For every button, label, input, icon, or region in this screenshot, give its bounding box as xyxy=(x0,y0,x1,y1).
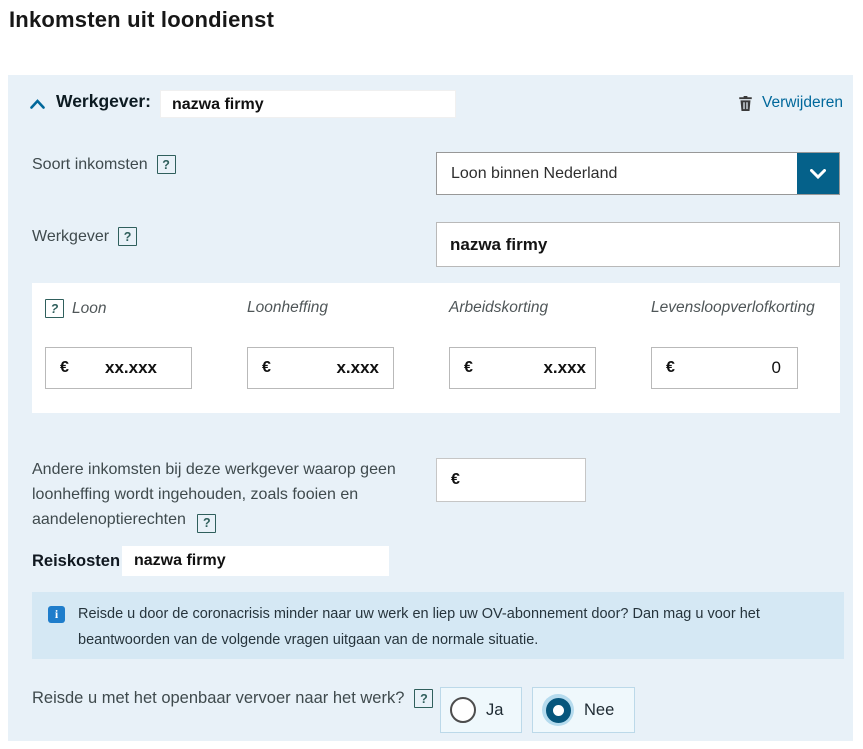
help-icon[interactable]: ? xyxy=(118,227,138,246)
reiskosten-label: Reiskosten xyxy=(32,552,121,570)
amount-col-label: Loonheffing xyxy=(247,299,329,316)
amount-col-header: Arbeidskorting xyxy=(449,299,548,317)
amount-col-header: Loonheffing xyxy=(247,299,328,317)
reiskosten-input[interactable]: nazwa firmy xyxy=(122,546,389,576)
help-icon[interactable]: ? xyxy=(45,299,64,318)
dropdown-selected-value: Loon binnen Nederland xyxy=(451,165,618,182)
soort-inkomsten-row: Soort inkomsten ? xyxy=(32,155,176,174)
radio-option-ja[interactable]: Ja xyxy=(440,687,522,733)
amount-col-header: ? Loon xyxy=(45,299,106,318)
andere-inkomsten-label: Andere inkomsten bij deze werkgever waar… xyxy=(32,457,432,533)
levensloopverlofkorting-input[interactable]: € 0 xyxy=(651,347,798,389)
help-icon[interactable]: ? xyxy=(414,689,434,708)
amount-col-header: Levensloopverlofkorting xyxy=(651,299,815,317)
andere-inkomsten-text: Andere inkomsten bij deze werkgever waar… xyxy=(32,461,396,528)
loon-input[interactable]: € xx.xxx xyxy=(45,347,192,389)
info-box-text: Reisde u door de coronacrisis minder naa… xyxy=(78,606,760,648)
amount-col-arbeidskorting: Arbeidskorting € x.xxx xyxy=(449,283,651,413)
euro-sign: € xyxy=(60,359,69,376)
amount-col-loonheffing: Loonheffing € x.xxx xyxy=(247,283,449,413)
ov-question-label: Reisde u met het openbaar vervoer naar h… xyxy=(32,689,405,707)
radio-label-ja: Ja xyxy=(486,700,504,719)
arbeidskorting-value: x.xxx xyxy=(543,358,586,377)
trash-icon xyxy=(738,95,753,112)
loonheffing-input[interactable]: € x.xxx xyxy=(247,347,394,389)
amount-col-label: Loon xyxy=(72,299,107,317)
loon-value: xx.xxx xyxy=(105,358,157,377)
radio-option-nee[interactable]: Nee xyxy=(532,687,635,733)
radio-selected-icon[interactable] xyxy=(542,694,574,726)
info-icon: i xyxy=(48,606,65,623)
werkgever-name-header-input[interactable]: nazwa firmy xyxy=(160,90,456,118)
andere-inkomsten-input[interactable]: € xyxy=(436,458,586,502)
page-title: Inkomsten uit loondienst xyxy=(9,7,275,32)
ov-question-row: Reisde u met het openbaar vervoer naar h… xyxy=(32,689,434,708)
chevron-down-icon xyxy=(810,168,826,179)
euro-sign: € xyxy=(464,359,473,376)
amounts-card: ? Loon € xx.xxx Loonheffing € x.xxx Arbe… xyxy=(32,283,840,413)
corona-info-box: i Reisde u door de coronacrisis minder n… xyxy=(32,592,844,659)
soort-inkomsten-dropdown[interactable]: Loon binnen Nederland xyxy=(436,152,840,195)
werkgever-field-label: Werkgever xyxy=(32,227,110,245)
euro-sign: € xyxy=(666,359,675,376)
amount-col-levensloopverlofkorting: Levensloopverlofkorting € 0 xyxy=(651,283,853,413)
delete-button-label: Verwijderen xyxy=(762,94,843,111)
werkgever-header-label: Werkgever: xyxy=(56,91,152,111)
euro-sign: € xyxy=(451,471,460,488)
werkgever-input[interactable]: nazwa firmy xyxy=(436,222,840,267)
amount-col-label: Arbeidskorting xyxy=(449,299,549,316)
loonheffing-value: x.xxx xyxy=(336,358,379,377)
arbeidskorting-input[interactable]: € x.xxx xyxy=(449,347,596,389)
radio-label-nee: Nee xyxy=(584,700,615,719)
amount-col-label: Levensloopverlofkorting xyxy=(651,299,815,316)
werkgever-field-row: Werkgever ? xyxy=(32,227,138,246)
help-icon[interactable]: ? xyxy=(197,514,217,533)
collapse-chevron-up-icon[interactable] xyxy=(30,99,45,109)
delete-button[interactable]: Verwijderen xyxy=(738,94,843,112)
levensloopverlofkorting-value: 0 xyxy=(771,358,781,377)
dropdown-toggle-button[interactable] xyxy=(797,153,839,194)
radio-unselected-icon[interactable] xyxy=(450,697,476,723)
amount-col-loon: ? Loon € xx.xxx xyxy=(45,283,247,413)
euro-sign: € xyxy=(262,359,271,376)
help-icon[interactable]: ? xyxy=(156,155,176,174)
werkgever-panel: Werkgever: nazwa firmy Verwijderen Soort… xyxy=(8,75,853,741)
soort-inkomsten-label: Soort inkomsten xyxy=(32,155,148,173)
